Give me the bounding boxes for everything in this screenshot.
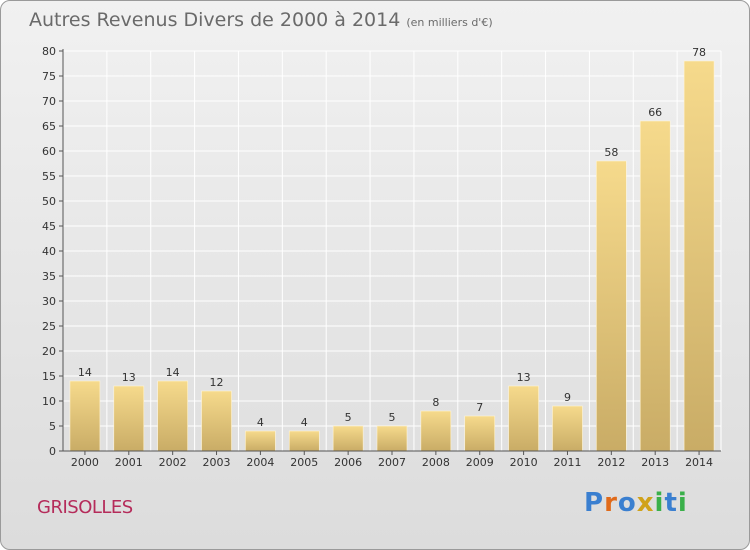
- x-tick-label: 2004: [246, 456, 274, 469]
- x-tick-label: 2006: [334, 456, 362, 469]
- bar: [552, 405, 583, 452]
- bar: [201, 390, 232, 452]
- y-tick-label: 0: [49, 445, 56, 458]
- bar: [376, 425, 408, 452]
- bar-value-label: 9: [564, 391, 571, 404]
- bar-value-label: 4: [257, 416, 264, 429]
- x-tick-label: 2013: [641, 456, 669, 469]
- chart-title-text: Autres Revenus Divers de 2000 à 2014: [29, 9, 401, 31]
- bar-value-label: 12: [210, 376, 224, 389]
- bar-value-label: 66: [648, 106, 662, 119]
- y-tick-label: 75: [42, 70, 56, 83]
- bar-value-label: 13: [122, 371, 136, 384]
- logo-letter: i: [654, 488, 665, 518]
- bar: [639, 120, 671, 452]
- y-tick-label: 50: [42, 195, 56, 208]
- bar: [508, 385, 539, 452]
- y-tick-label: 15: [42, 370, 56, 383]
- bar-value-label: 4: [301, 416, 308, 429]
- x-tick-label: 2009: [466, 456, 494, 469]
- x-tick-label: 2012: [597, 456, 625, 469]
- y-tick-label: 40: [42, 245, 56, 258]
- y-tick-label: 10: [42, 395, 56, 408]
- y-tick-label: 35: [42, 270, 56, 283]
- bar: [464, 415, 496, 452]
- proxiti-logo[interactable]: Proxiti: [584, 488, 688, 518]
- logo-letter: o: [617, 488, 637, 518]
- bar: [113, 385, 145, 452]
- logo-letter: x: [636, 488, 655, 518]
- logo-letter: P: [584, 488, 605, 518]
- bar: [596, 160, 627, 452]
- labels: 0510152025303540455055606570758014200013…: [42, 45, 713, 469]
- x-tick-label: 2005: [290, 456, 318, 469]
- bar: [157, 380, 188, 452]
- y-tick-label: 30: [42, 295, 56, 308]
- bar: [69, 380, 101, 452]
- bar: [420, 410, 452, 452]
- y-tick-label: 80: [42, 45, 56, 58]
- logo-letter: t: [664, 488, 678, 518]
- chart-subtitle: (en milliers d'€): [406, 16, 493, 29]
- axes: [59, 49, 721, 455]
- bar: [683, 60, 715, 452]
- logo-letter: r: [604, 488, 618, 518]
- bar: [245, 430, 276, 452]
- bar: [288, 430, 320, 452]
- y-tick-label: 20: [42, 345, 56, 358]
- bar-value-label: 5: [345, 411, 352, 424]
- bars: [69, 60, 715, 452]
- y-tick-label: 5: [49, 420, 56, 433]
- logo-letter: i: [677, 488, 688, 518]
- y-tick-label: 65: [42, 120, 56, 133]
- chart-title: Autres Revenus Divers de 2000 à 2014 (en …: [29, 9, 493, 31]
- y-tick-label: 25: [42, 320, 56, 333]
- bar-value-label: 13: [517, 371, 531, 384]
- bar-value-label: 58: [604, 146, 618, 159]
- bar-value-label: 14: [78, 366, 92, 379]
- y-tick-label: 55: [42, 170, 56, 183]
- bar-value-label: 5: [389, 411, 396, 424]
- commune-name: GRISOLLES: [37, 497, 133, 518]
- y-tick-label: 45: [42, 220, 56, 233]
- x-tick-label: 2002: [159, 456, 187, 469]
- x-tick-label: 2003: [203, 456, 231, 469]
- bar-value-label: 78: [692, 46, 706, 59]
- bar-value-label: 8: [432, 396, 439, 409]
- x-tick-label: 2008: [422, 456, 450, 469]
- bar: [332, 425, 364, 452]
- x-tick-label: 2010: [510, 456, 538, 469]
- y-tick-label: 70: [42, 95, 56, 108]
- x-tick-label: 2007: [378, 456, 406, 469]
- y-tick-label: 60: [42, 145, 56, 158]
- x-tick-label: 2014: [685, 456, 713, 469]
- x-tick-label: 2000: [71, 456, 99, 469]
- x-tick-label: 2001: [115, 456, 143, 469]
- bar-value-label: 7: [476, 401, 483, 414]
- bar-value-label: 14: [166, 366, 180, 379]
- x-tick-label: 2011: [553, 456, 581, 469]
